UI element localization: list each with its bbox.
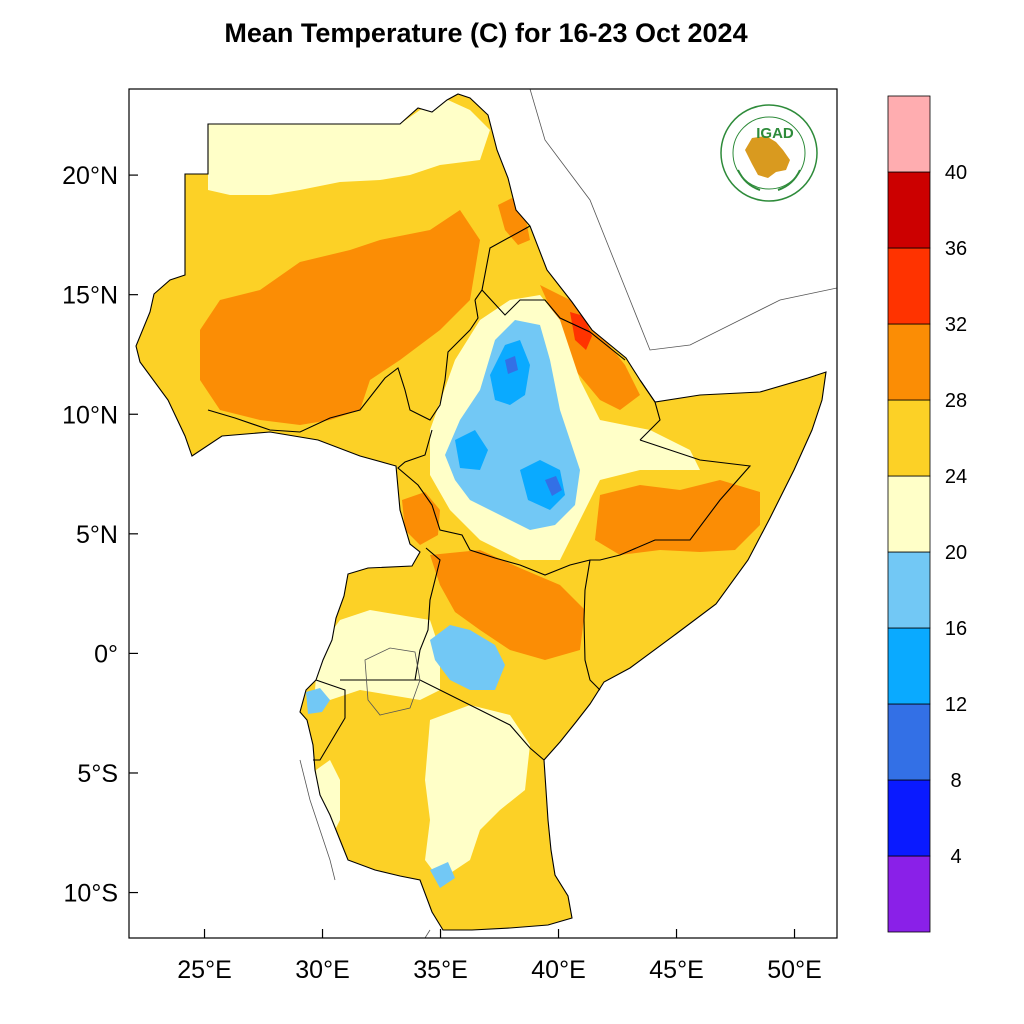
lat-tick-label: 0° xyxy=(94,640,118,668)
colorbar-label: 12 xyxy=(945,694,967,716)
cool-zone-west xyxy=(306,688,330,714)
colorbar-swatch xyxy=(887,551,931,629)
mild-zone-lakes xyxy=(315,610,440,700)
colorbar-swatch xyxy=(887,475,931,553)
warm-zone-somalia-west xyxy=(595,480,760,555)
lat-tick-label: 5°N xyxy=(76,521,118,549)
lon-tick-label: 25°E xyxy=(177,956,231,984)
coldest-zone-highlands xyxy=(545,476,562,496)
colorbar-label: 16 xyxy=(945,618,967,640)
colorbar-swatch xyxy=(887,779,931,857)
warm-zone-southsudan xyxy=(402,492,440,545)
lon-tick-label: 45°E xyxy=(649,956,703,984)
warm-zone-sudan xyxy=(200,210,480,425)
colorbar-swatch xyxy=(887,95,931,173)
colorbar-label: 20 xyxy=(945,542,967,564)
colorbar: 4 8 12 16 20 24 28 32 36 40 xyxy=(887,95,967,933)
chart-title: Mean Temperature (C) for 16-23 Oct 2024 xyxy=(224,18,748,48)
map-frame xyxy=(128,88,838,939)
warm-zone-kenya-north xyxy=(430,550,585,660)
lon-tick-label: 35°E xyxy=(413,956,467,984)
coldest-zone-north xyxy=(505,356,518,374)
coastlines xyxy=(299,89,837,938)
warm-zone-eritrea-coast xyxy=(540,285,640,410)
colorbar-swatch xyxy=(887,627,931,705)
cold-zone-west-ethiopia xyxy=(455,430,488,470)
mild-zone-tanzania xyxy=(425,705,530,880)
lat-tick-label: 5°S xyxy=(77,760,118,788)
colorbar-swatch xyxy=(887,855,931,933)
colorbar-label: 40 xyxy=(945,162,967,184)
country-borders xyxy=(135,93,827,931)
colorbar-swatch xyxy=(887,323,931,401)
cool-zone-south xyxy=(430,862,455,888)
hot-zone-danakil xyxy=(570,312,592,350)
warm-zone-redsea-coast xyxy=(498,198,530,245)
mild-zone-north xyxy=(208,100,490,195)
lat-tick-label: 10°S xyxy=(64,880,118,908)
colorbar-swatch xyxy=(887,171,931,249)
lat-tick-label: 20°N xyxy=(62,162,118,190)
lon-tick-label: 30°E xyxy=(295,956,349,984)
cool-zone-kenya xyxy=(430,625,505,690)
lat-tick-label: 10°N xyxy=(62,401,118,429)
colorbar-swatch xyxy=(887,703,931,781)
colorbar-label: 24 xyxy=(945,466,967,488)
longitude-axis: 25°E 30°E 35°E 40°E 45°E 50°E xyxy=(177,929,822,984)
colorbar-label: 8 xyxy=(950,770,961,792)
cold-zone-ethiopia-south xyxy=(520,460,565,510)
colorbar-swatch xyxy=(887,247,931,325)
igad-logo-text: IGAD xyxy=(756,125,794,142)
colorbar-label: 4 xyxy=(950,846,961,868)
lat-tick-label: 15°N xyxy=(62,282,118,310)
colorbar-label: 28 xyxy=(945,390,967,412)
lon-tick-label: 50°E xyxy=(767,956,821,984)
colorbar-label: 32 xyxy=(945,314,967,336)
igad-logo: IGAD xyxy=(720,104,818,202)
colorbar-label: 36 xyxy=(945,238,967,260)
latitude-axis: 20°N 15°N 10°N 5°N 0° 5°S 10°S xyxy=(62,162,138,908)
colorbar-swatch xyxy=(887,399,931,477)
lon-tick-label: 40°E xyxy=(531,956,585,984)
